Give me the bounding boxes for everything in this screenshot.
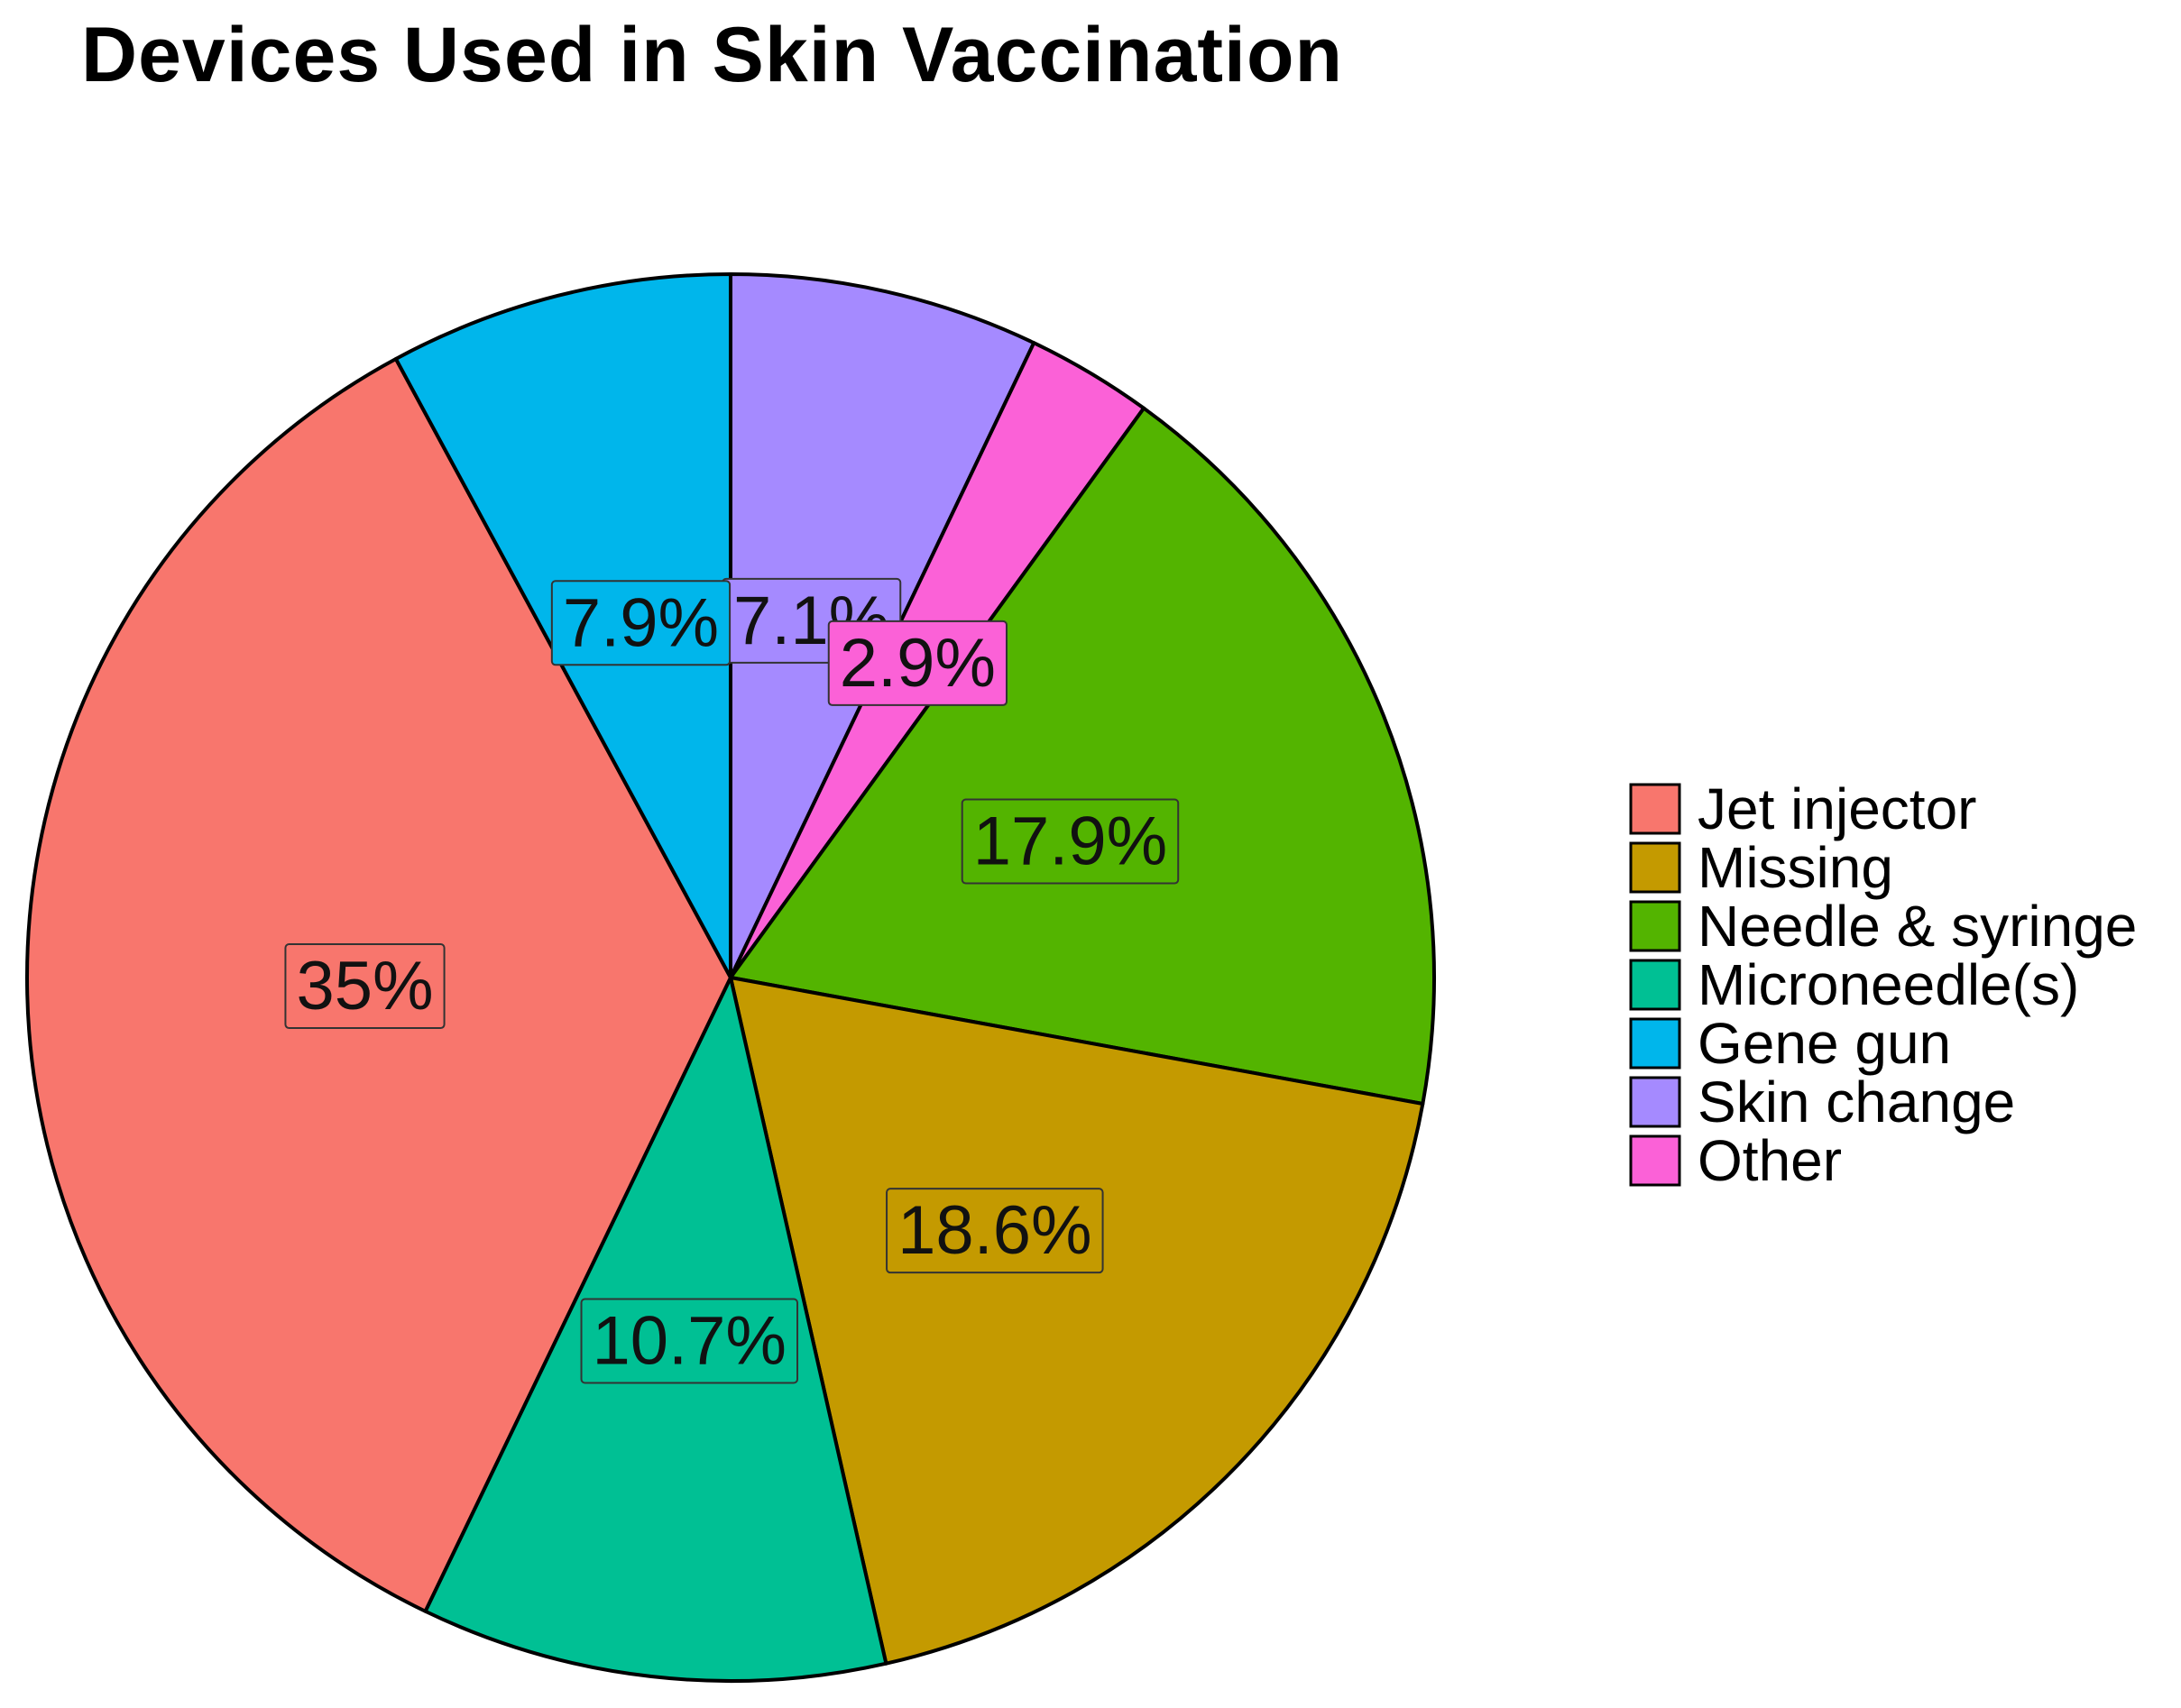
pie-slices — [25, 272, 1436, 1683]
legend-label: Other — [1698, 1128, 1842, 1193]
data-label-box — [580, 1298, 799, 1384]
legend-label: Needle & syringe — [1698, 894, 2137, 959]
data-label-other: 2.9% — [827, 620, 1008, 706]
pie-data-labels: 7.1%2.9%17.9%18.6%10.7%35%7.9% — [284, 577, 1180, 1384]
legend-swatch — [1629, 900, 1681, 952]
legend-item-missing: Missing — [1629, 835, 1893, 900]
legend-item-microneedle-s: Microneedle(s) — [1629, 952, 2079, 1017]
data-label-box — [284, 943, 446, 1030]
legend-item-skin-change: Skin change — [1629, 1070, 2015, 1134]
legend-swatch — [1629, 1076, 1681, 1128]
data-label-microneedle-s: 10.7% — [580, 1298, 799, 1384]
legend-swatch — [1629, 959, 1681, 1011]
data-label-needle-syringe: 17.9% — [961, 798, 1180, 885]
data-label-box — [550, 580, 732, 666]
legend-swatch — [1629, 1017, 1681, 1070]
legend-item-needle-syringe: Needle & syringe — [1629, 894, 2137, 959]
data-label-text: 18.6% — [897, 1192, 1092, 1269]
legend-swatch — [1629, 841, 1681, 894]
data-label-box — [886, 1188, 1104, 1274]
legend-label: Microneedle(s) — [1698, 952, 2079, 1017]
pie-slice-needle-syringe — [729, 406, 1436, 1106]
legend-item-jet-injector: Jet injector — [1629, 776, 1976, 841]
data-label-text: 17.9% — [973, 803, 1168, 880]
data-label-box — [961, 798, 1180, 885]
legend-item-other: Other — [1629, 1128, 1842, 1193]
legend-swatch — [1629, 783, 1681, 835]
legend-label: Skin change — [1698, 1070, 2015, 1134]
legend-label: Missing — [1698, 835, 1893, 900]
data-label-text: 7.9% — [563, 584, 719, 661]
data-label-missing: 18.6% — [886, 1188, 1104, 1274]
legend-label: Gene gun — [1698, 1011, 1951, 1076]
data-label-text: 35% — [296, 948, 433, 1024]
data-label-jet-injector: 35% — [284, 943, 446, 1030]
data-label-text: 2.9% — [840, 625, 996, 702]
data-label-gene-gun: 7.9% — [550, 580, 732, 666]
data-label-box — [827, 620, 1008, 706]
chart-title: Devices Used in Skin Vaccination — [81, 12, 1344, 98]
legend-item-gene-gun: Gene gun — [1629, 1011, 1951, 1076]
data-label-text: 10.7% — [593, 1303, 787, 1380]
legend-swatch — [1629, 1134, 1681, 1187]
pie-slice-missing — [729, 976, 1425, 1666]
legend-label: Jet injector — [1698, 776, 1976, 841]
